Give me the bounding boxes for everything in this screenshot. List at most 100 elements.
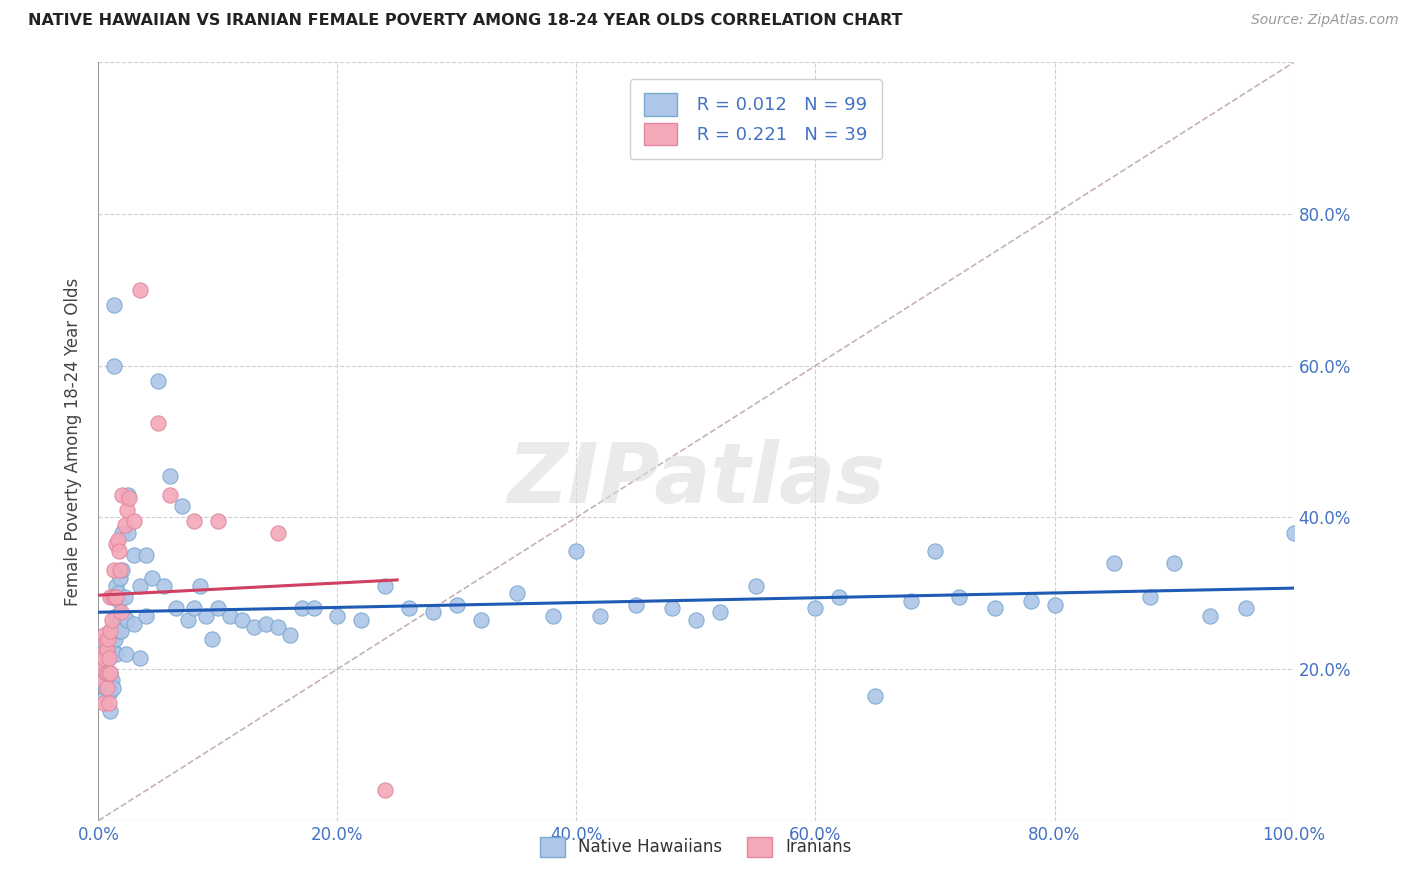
Point: [110, 624, 132, 639]
Point: [93, 662, 115, 676]
Point: [159, 468, 181, 483]
Point: [1163, 556, 1185, 570]
Point: [96, 665, 118, 680]
Point: [129, 579, 152, 593]
Point: [117, 487, 139, 501]
Point: [948, 590, 970, 604]
Point: [153, 579, 176, 593]
Point: [98, 624, 122, 639]
Point: [115, 503, 138, 517]
Point: [118, 491, 141, 506]
Point: [100, 632, 122, 646]
Point: [115, 613, 138, 627]
Point: [100, 673, 122, 688]
Point: [93, 696, 115, 710]
Point: [446, 598, 468, 612]
Point: [98, 650, 121, 665]
Point: [93, 692, 115, 706]
Point: [135, 608, 157, 623]
Point: [98, 624, 122, 639]
Point: [984, 601, 1007, 615]
Legend: Native Hawaiians, Iranians: Native Hawaiians, Iranians: [531, 829, 860, 865]
Point: [97, 635, 120, 649]
Point: [183, 514, 205, 528]
Point: [98, 685, 121, 699]
Point: [589, 608, 612, 623]
Point: [188, 579, 211, 593]
Point: [100, 613, 122, 627]
Point: [98, 704, 122, 718]
Point: [111, 564, 134, 578]
Point: [141, 571, 163, 585]
Point: [804, 601, 827, 615]
Point: [1019, 594, 1042, 608]
Point: [94, 635, 117, 649]
Point: [96, 647, 118, 661]
Point: [1104, 556, 1126, 570]
Point: [101, 643, 124, 657]
Point: [1199, 608, 1222, 623]
Point: [398, 601, 420, 615]
Point: [374, 783, 396, 797]
Point: [91, 647, 114, 661]
Point: [201, 632, 224, 646]
Point: [111, 525, 134, 540]
Point: [243, 620, 266, 634]
Point: [129, 650, 152, 665]
Point: [114, 590, 136, 604]
Point: [93, 647, 115, 661]
Point: [93, 628, 115, 642]
Point: [93, 635, 115, 649]
Point: [124, 548, 146, 563]
Point: [124, 514, 146, 528]
Point: [924, 544, 946, 558]
Text: Source: ZipAtlas.com: Source: ZipAtlas.com: [1251, 13, 1399, 28]
Point: [148, 416, 170, 430]
Point: [900, 594, 922, 608]
Point: [685, 613, 707, 627]
Point: [267, 620, 290, 634]
Point: [148, 374, 170, 388]
Point: [129, 283, 152, 297]
Point: [93, 677, 115, 691]
Point: [254, 616, 277, 631]
Point: [745, 579, 768, 593]
Point: [103, 359, 125, 373]
Point: [105, 537, 128, 551]
Point: [1139, 590, 1161, 604]
Point: [104, 632, 127, 646]
Y-axis label: Female Poverty Among 18-24 Year Olds: Female Poverty Among 18-24 Year Olds: [65, 277, 83, 606]
Point: [267, 525, 290, 540]
Point: [96, 681, 118, 695]
Point: [865, 689, 887, 703]
Point: [114, 517, 136, 532]
Point: [101, 681, 124, 695]
Point: [108, 564, 131, 578]
Point: [117, 525, 139, 540]
Point: [105, 579, 128, 593]
Point: [1282, 525, 1305, 540]
Point: [98, 685, 122, 699]
Point: [207, 601, 229, 615]
Point: [107, 594, 129, 608]
Point: [103, 298, 125, 312]
Point: [107, 544, 129, 558]
Text: ZIPatlas: ZIPatlas: [508, 439, 884, 520]
Point: [135, 548, 157, 563]
Point: [93, 673, 115, 688]
Point: [1234, 601, 1257, 615]
Point: [326, 608, 349, 623]
Point: [183, 601, 205, 615]
Point: [97, 632, 120, 646]
Point: [105, 608, 128, 623]
Point: [177, 613, 200, 627]
Point: [98, 650, 121, 665]
Point: [302, 601, 325, 615]
Point: [422, 605, 444, 619]
Point: [105, 590, 128, 604]
Point: [661, 601, 683, 615]
Point: [98, 665, 122, 680]
Point: [291, 601, 314, 615]
Point: [91, 662, 114, 676]
Point: [107, 624, 129, 639]
